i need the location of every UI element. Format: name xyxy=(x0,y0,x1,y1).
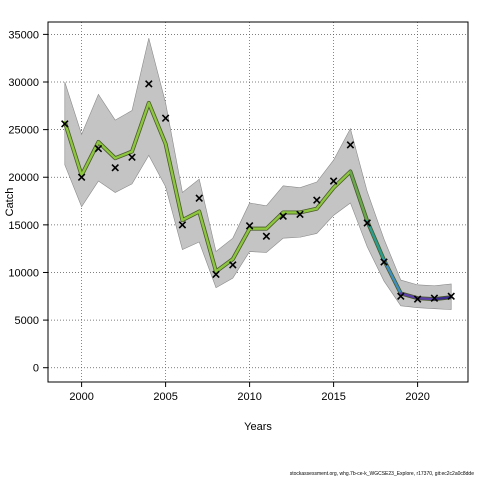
fit-line-segment xyxy=(97,140,117,160)
observed-point xyxy=(279,212,287,221)
observed-point-stroke xyxy=(128,153,136,162)
observed-point xyxy=(61,120,69,128)
observed-point-stroke xyxy=(94,144,103,153)
observed-point xyxy=(94,144,103,153)
observed-point xyxy=(430,294,439,302)
observed-point-stroke xyxy=(430,294,439,302)
observed-point xyxy=(229,261,237,269)
fit-line-segment xyxy=(332,170,352,189)
observed-point-stroke xyxy=(145,80,153,88)
observed-point xyxy=(363,219,371,227)
y-tick-label: 15000 xyxy=(8,220,39,232)
plot-frame xyxy=(47,21,469,383)
fit-line-segment xyxy=(433,296,453,301)
fit-line-segment xyxy=(231,227,251,261)
fit-line-segment xyxy=(349,170,369,223)
observed-point-stroke xyxy=(212,270,220,279)
observed-point xyxy=(128,153,136,162)
x-tick-label: 2010 xyxy=(237,391,261,403)
y-tick-label: 20000 xyxy=(8,172,39,184)
fit-line-segment xyxy=(181,210,201,222)
observed-point xyxy=(245,222,254,230)
observed-point-stroke xyxy=(161,114,170,122)
x-tick-label: 2000 xyxy=(69,391,93,403)
observed-point xyxy=(212,270,220,279)
observed-points xyxy=(61,80,455,303)
fit-line-segment xyxy=(214,257,235,273)
observed-point xyxy=(262,232,271,241)
observed-point-stroke xyxy=(245,222,254,230)
source-footer: stockassessment.org, whg.7b-ce-k_WGCSE23… xyxy=(289,471,474,477)
observed-point-stroke xyxy=(77,173,86,182)
y-tick-label: 10000 xyxy=(8,267,39,279)
observed-point-stroke xyxy=(313,196,321,204)
x-tick-label: 2020 xyxy=(405,391,429,403)
observed-point-stroke xyxy=(229,261,237,269)
y-tick-label: 35000 xyxy=(8,29,39,41)
observed-point-stroke xyxy=(61,120,69,128)
observed-point-stroke xyxy=(178,221,187,229)
fit-line-segment xyxy=(382,258,402,295)
y-tick-label: 5000 xyxy=(15,315,39,327)
x-tick-label: 2005 xyxy=(153,391,177,403)
observed-point xyxy=(380,258,388,266)
observed-point-stroke xyxy=(262,232,271,241)
fit-line-segment xyxy=(147,101,167,146)
observed-point-stroke xyxy=(447,292,455,301)
observed-point-stroke xyxy=(346,141,355,149)
observed-point-stroke xyxy=(380,258,388,266)
observed-point-stroke xyxy=(329,177,338,185)
y-tick-label: 0 xyxy=(33,363,39,375)
y-axis: 0 5000 10000 15000 20000 25000 30000 35000 xyxy=(8,29,48,375)
y-tick-label: 25000 xyxy=(8,125,39,137)
observed-point xyxy=(161,114,170,122)
observed-point xyxy=(145,80,153,88)
observed-point xyxy=(296,210,304,219)
observed-point-stroke xyxy=(413,295,422,303)
observed-point xyxy=(178,221,187,229)
observed-point-stroke xyxy=(195,194,203,202)
y-tick-label: 30000 xyxy=(8,77,39,89)
fit-line-segment xyxy=(416,296,436,301)
fit-line-segment xyxy=(63,120,83,177)
x-axis-title: Years xyxy=(244,421,272,433)
observed-point xyxy=(195,194,203,202)
observed-point xyxy=(346,141,355,149)
grid xyxy=(48,22,468,382)
observed-point xyxy=(329,177,338,185)
fit-line-segment xyxy=(366,219,386,262)
observed-point-stroke xyxy=(363,219,371,227)
observed-point xyxy=(413,295,422,303)
fit-line-segment xyxy=(80,140,100,177)
x-tick-label: 2015 xyxy=(321,391,345,403)
observed-point-stroke xyxy=(397,292,405,301)
fit-line-segment xyxy=(315,186,335,210)
fit-line-segment xyxy=(164,142,184,222)
fit-line-segment xyxy=(197,210,218,273)
observed-point xyxy=(77,173,86,182)
observed-point xyxy=(111,163,119,172)
confidence-band xyxy=(64,38,452,310)
observed-point-stroke xyxy=(111,163,119,172)
observed-point-stroke xyxy=(296,210,304,219)
observed-point-stroke xyxy=(279,212,287,221)
x-axis: 2000 2005 2010 2015 2020 xyxy=(69,382,430,403)
fit-line-segment xyxy=(113,150,134,160)
observed-point xyxy=(397,292,405,301)
observed-point xyxy=(313,196,321,204)
fit-line-segment xyxy=(265,211,285,230)
fit-line-segment xyxy=(130,101,151,153)
y-axis-title: Catch xyxy=(4,188,16,217)
fitted-line xyxy=(62,100,453,302)
observed-point xyxy=(447,292,455,301)
